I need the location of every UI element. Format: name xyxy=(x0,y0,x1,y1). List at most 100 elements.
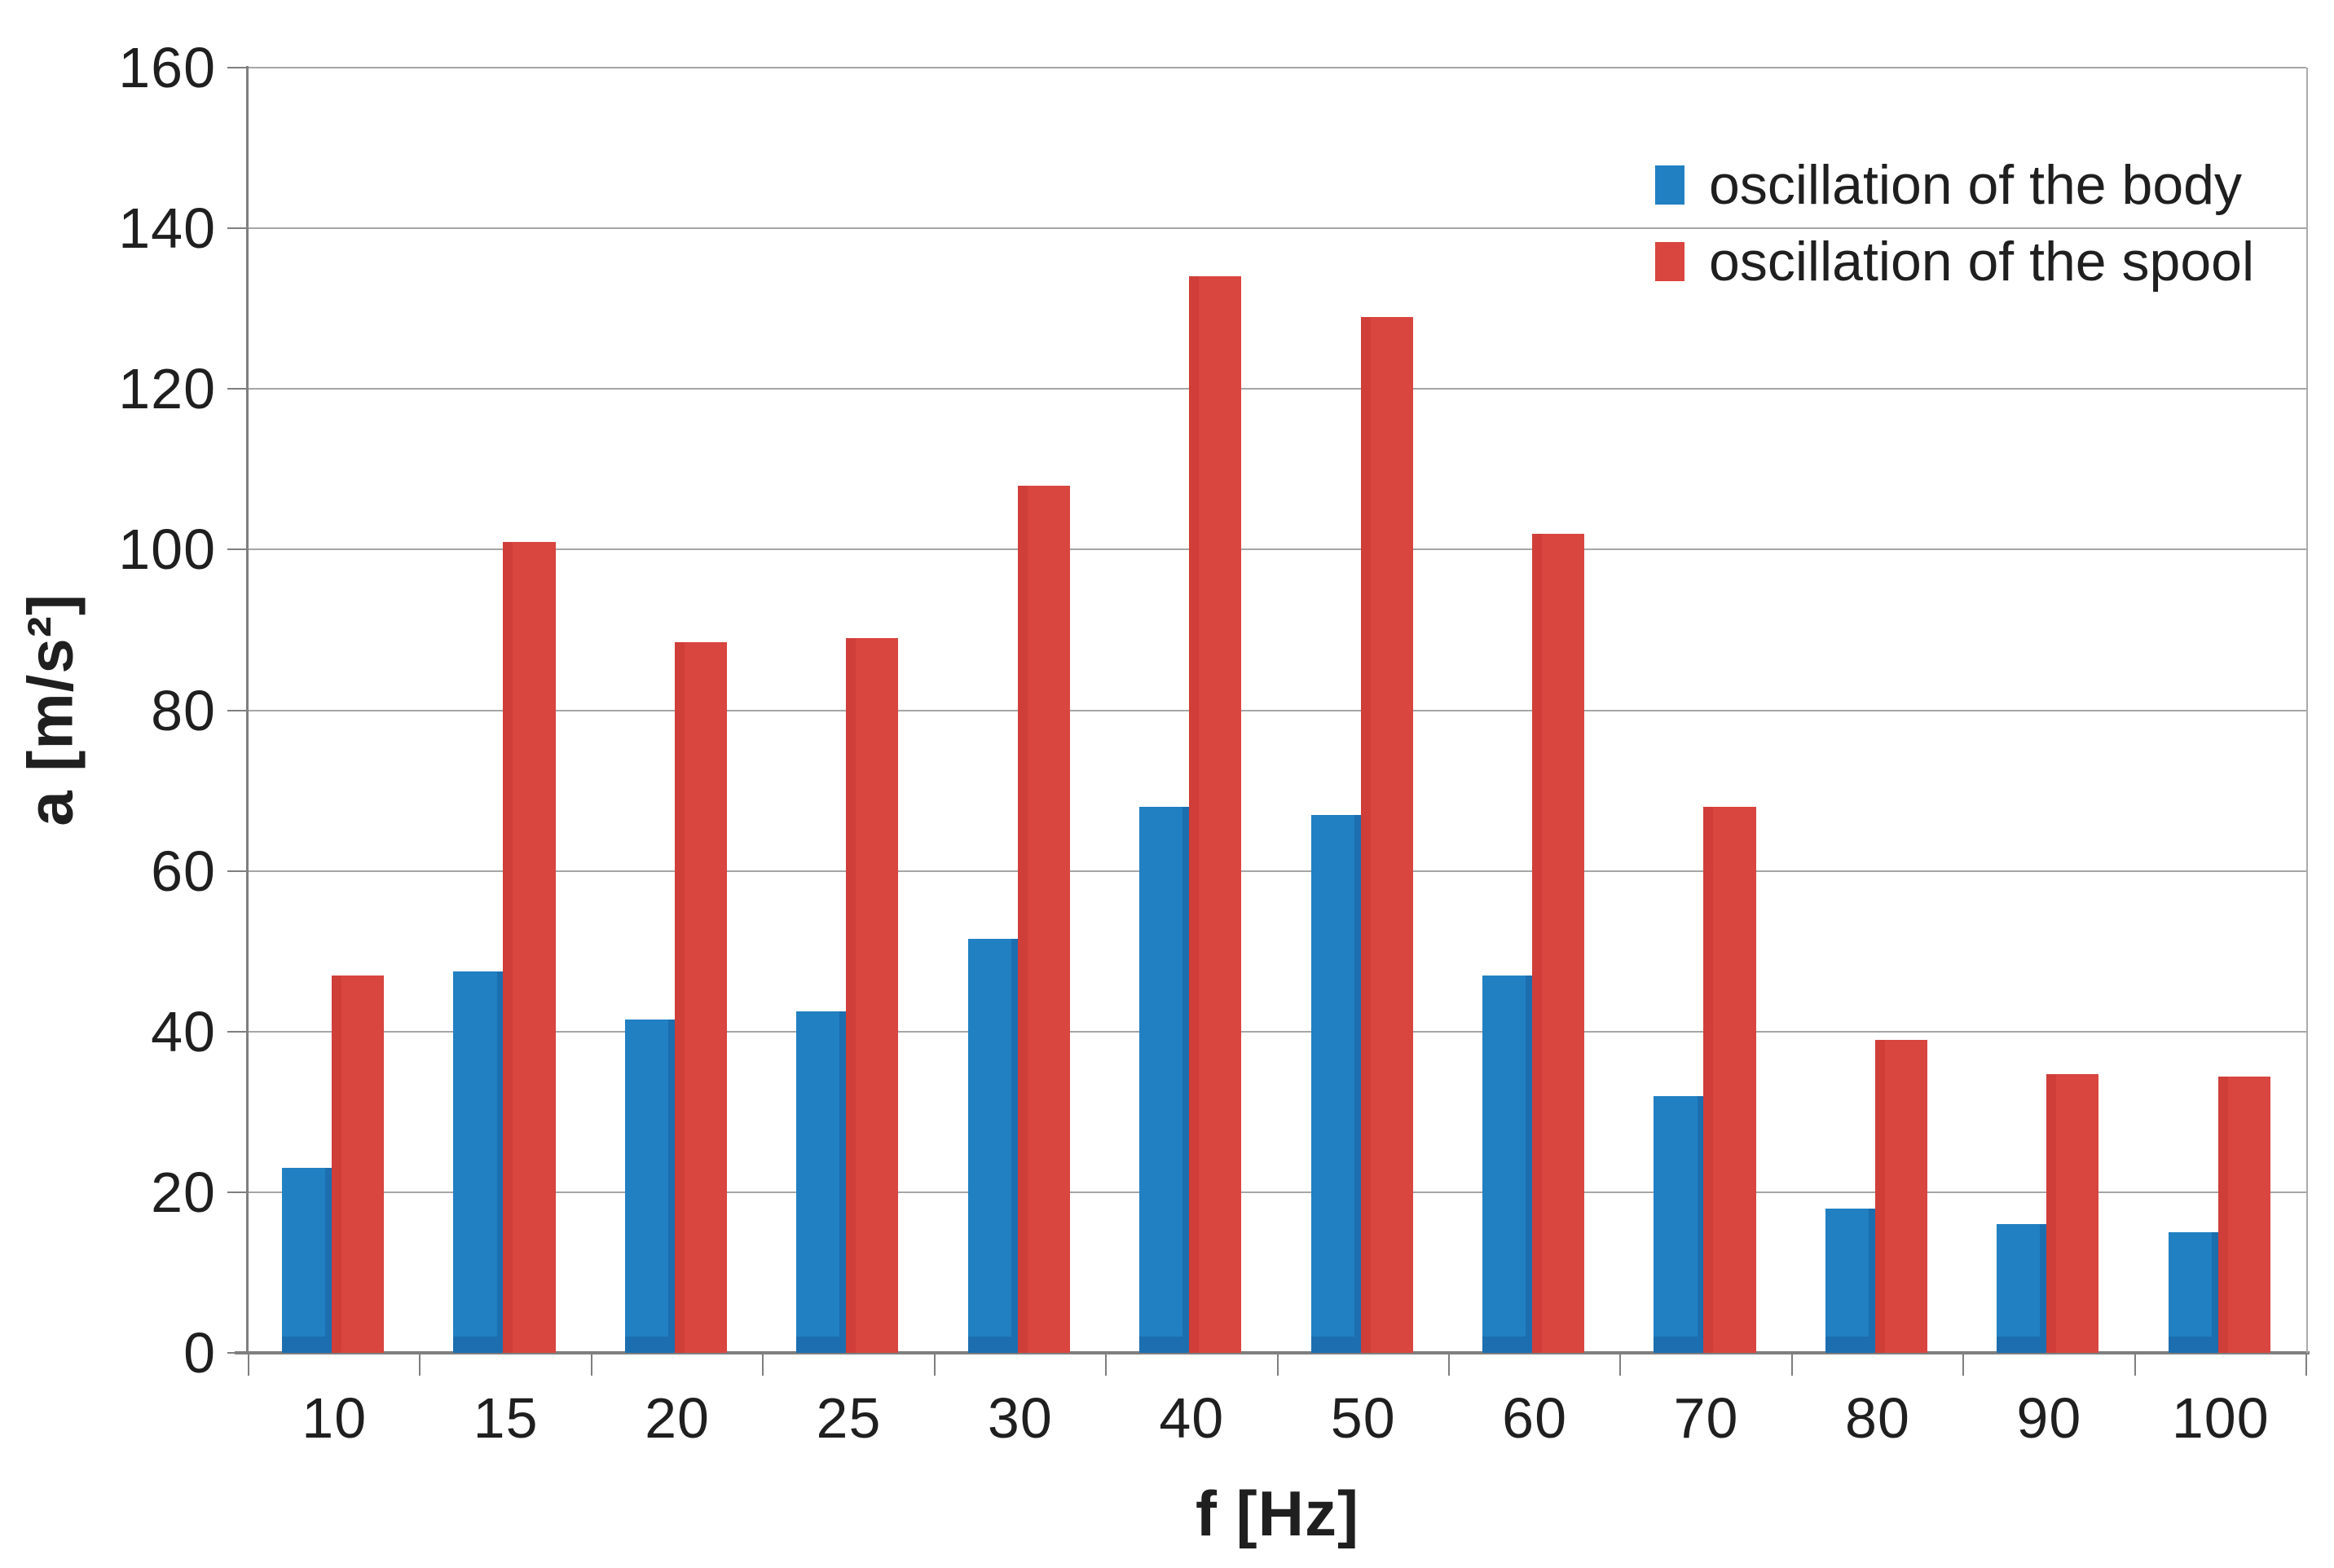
bar-body xyxy=(1139,806,1193,1353)
bar-spool xyxy=(846,637,899,1353)
bar-spool xyxy=(1189,276,1242,1353)
x-tick-label: 70 xyxy=(1673,1386,1739,1450)
bar-body xyxy=(796,1011,850,1353)
y-tick-mark xyxy=(227,870,247,872)
x-tick-mark xyxy=(590,1354,592,1376)
bar-body xyxy=(967,939,1021,1353)
legend-label-spool: oscillation of the spool xyxy=(1709,231,2255,293)
plot-area: oscillation of the body oscillation of t… xyxy=(249,67,2306,1353)
bar-group xyxy=(2135,68,2306,1353)
x-tick-label: 90 xyxy=(2016,1386,2082,1450)
bar-group xyxy=(1792,68,1963,1353)
bar-body xyxy=(1825,1208,1878,1353)
bar-spool xyxy=(1360,316,1413,1353)
bar-spool xyxy=(2217,1076,2270,1353)
bar-body xyxy=(1997,1224,2050,1353)
y-tick-label: 0 xyxy=(183,1321,216,1385)
legend-label-body: oscillation of the body xyxy=(1709,154,2242,216)
x-tick-label: 25 xyxy=(816,1386,882,1450)
legend-row-body: oscillation of the body xyxy=(1655,152,2254,218)
x-tick-mark xyxy=(248,1354,249,1376)
x-tick-label: 80 xyxy=(1845,1386,1910,1450)
bar-spool xyxy=(503,541,556,1353)
x-axis-line xyxy=(235,1351,2310,1354)
gridline xyxy=(249,870,2306,872)
x-tick-label: 100 xyxy=(2171,1386,2270,1450)
x-tick-label: 15 xyxy=(473,1386,539,1450)
bar-body xyxy=(624,1019,679,1353)
y-tick-mark xyxy=(227,1352,247,1354)
y-tick-mark xyxy=(227,67,247,68)
bar-group xyxy=(1278,68,1449,1353)
legend-swatch-spool xyxy=(1655,242,1684,281)
y-tick-label: 20 xyxy=(151,1160,216,1224)
bar-group xyxy=(1620,68,1791,1353)
y-tick-marks xyxy=(227,67,249,1354)
bar-group xyxy=(592,68,763,1353)
x-tick-label: 60 xyxy=(1502,1386,1568,1450)
y-tick-labels: 0 20 40 60 80 100 120 140 160 xyxy=(33,39,216,1381)
x-tick-label: 20 xyxy=(645,1386,710,1450)
x-tick-mark xyxy=(933,1354,936,1376)
legend-swatch-body xyxy=(1655,165,1684,205)
bar-body xyxy=(282,1168,336,1353)
x-tick-mark xyxy=(2134,1354,2136,1376)
x-tick-mark xyxy=(1276,1354,1279,1376)
bar-group xyxy=(249,68,420,1353)
bar-group xyxy=(1449,68,1620,1353)
y-tick-mark xyxy=(227,1191,247,1193)
legend-row-spool: oscillation of the spool xyxy=(1655,229,2254,294)
y-tick-label: 140 xyxy=(118,196,216,261)
bar-body xyxy=(1482,975,1536,1353)
y-tick-mark xyxy=(227,709,247,711)
bar-spool xyxy=(332,975,385,1353)
bar-spool xyxy=(2046,1074,2099,1353)
y-tick-label: 40 xyxy=(151,999,216,1064)
y-tick-label: 100 xyxy=(118,518,216,582)
x-tick-mark xyxy=(1447,1354,1450,1376)
bar-body xyxy=(1654,1095,1707,1353)
bar-group xyxy=(763,68,934,1353)
bar-body xyxy=(453,971,507,1353)
gridline xyxy=(249,548,2306,551)
x-tick-labels: 10 15 20 25 30 40 50 60 70 80 90 100 xyxy=(249,1385,2306,1459)
y-tick-mark xyxy=(227,1030,247,1033)
y-tick-label: 160 xyxy=(118,36,216,99)
x-axis-title: f [Hz] xyxy=(1196,1478,1359,1549)
bar-spool xyxy=(1017,485,1070,1353)
gridline xyxy=(249,1030,2306,1033)
x-tick-label: 40 xyxy=(1159,1386,1225,1450)
x-tick-mark xyxy=(1105,1354,1108,1376)
bar-spool xyxy=(674,641,728,1353)
gridline xyxy=(249,227,2306,230)
bar-body xyxy=(2168,1232,2222,1353)
y-tick-label: 80 xyxy=(151,678,216,742)
x-tick-mark xyxy=(2305,1354,2307,1376)
y-tick-mark xyxy=(227,388,247,390)
x-tick-mark xyxy=(1962,1354,1965,1376)
x-tick-label: 50 xyxy=(1330,1386,1396,1450)
bar-group xyxy=(1963,68,2134,1353)
y-axis-line xyxy=(246,66,249,1354)
gridline xyxy=(249,709,2306,711)
y-tick-mark xyxy=(227,227,247,230)
bar-spool xyxy=(1531,533,1585,1353)
x-tick-mark xyxy=(762,1354,764,1376)
y-tick-mark xyxy=(227,548,247,551)
x-tick-mark xyxy=(419,1354,421,1376)
y-tick-label: 60 xyxy=(151,839,216,903)
bar-group xyxy=(420,68,591,1353)
plot-right-border xyxy=(2306,68,2308,1353)
bar-spool xyxy=(1703,806,1756,1353)
x-tick-mark xyxy=(1619,1354,1622,1376)
x-tick-marks xyxy=(248,1354,2307,1377)
x-tick-mark xyxy=(1790,1354,1793,1376)
bar-group xyxy=(935,68,1106,1353)
y-tick-label: 120 xyxy=(118,357,216,421)
bar-body xyxy=(1310,814,1364,1353)
gridline xyxy=(249,1191,2306,1193)
gridline xyxy=(249,388,2306,390)
legend: oscillation of the body oscillation of t… xyxy=(1655,152,2254,306)
x-tick-label: 30 xyxy=(987,1386,1053,1450)
